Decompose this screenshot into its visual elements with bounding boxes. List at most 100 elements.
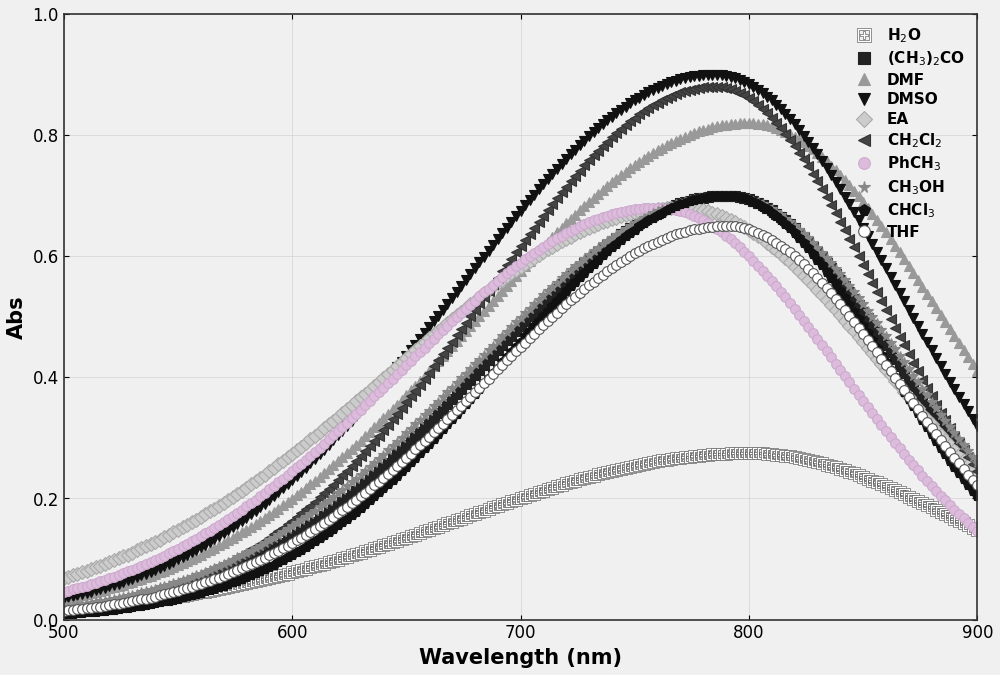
CH$_3$OH — [898, 358, 910, 367]
CH$_3$OH — [551, 279, 563, 287]
CH$_3$OH — [971, 459, 983, 467]
EA — [140, 542, 152, 550]
DMF — [140, 573, 152, 581]
DMSO — [551, 165, 563, 173]
CH$_2$Cl$_2$ — [551, 194, 563, 202]
DMSO — [706, 70, 718, 78]
Line: CH$_2$Cl$_2$: CH$_2$Cl$_2$ — [59, 82, 982, 615]
H$_2$O — [551, 482, 563, 490]
THF — [898, 386, 910, 394]
CH$_2$Cl$_2$ — [58, 605, 70, 614]
DMSO — [62, 593, 74, 601]
DMSO — [140, 570, 152, 578]
H$_2$O — [58, 605, 70, 614]
THF — [551, 308, 563, 317]
H$_2$O — [140, 597, 152, 605]
DMF — [441, 347, 453, 355]
(CH$_3$)$_2$CO — [720, 192, 732, 200]
CH$_3$OH — [62, 603, 74, 611]
PhCH$_3$ — [551, 234, 563, 242]
Line: DMSO: DMSO — [59, 70, 982, 603]
THF — [58, 607, 70, 615]
PhCH$_3$ — [898, 450, 910, 458]
EA — [62, 572, 74, 580]
PhCH$_3$ — [62, 587, 74, 595]
EA — [58, 574, 70, 583]
CH$_3$OH — [441, 388, 453, 396]
THF — [62, 606, 74, 614]
THF — [140, 595, 152, 603]
PhCH$_3$ — [140, 560, 152, 568]
CH$_3$OH — [140, 587, 152, 595]
H$_2$O — [441, 519, 453, 527]
Line: CH$_3$OH: CH$_3$OH — [59, 191, 982, 612]
CHCl$_3$ — [140, 601, 152, 609]
CH$_3$OH — [58, 603, 70, 612]
Line: THF: THF — [59, 221, 982, 616]
EA — [971, 470, 983, 479]
X-axis label: Wavelength (nm): Wavelength (nm) — [419, 648, 622, 668]
H$_2$O — [743, 449, 755, 457]
(CH$_3$)$_2$CO — [441, 400, 453, 408]
CH$_2$Cl$_2$ — [140, 591, 152, 599]
CH$_2$Cl$_2$ — [62, 605, 74, 614]
H$_2$O — [971, 526, 983, 534]
DMF — [58, 595, 70, 603]
THF — [441, 415, 453, 423]
DMSO — [391, 363, 403, 371]
CH$_3$OH — [720, 192, 732, 200]
DMF — [743, 119, 755, 127]
CHCl$_3$ — [58, 610, 70, 618]
(CH$_3$)$_2$CO — [971, 471, 983, 479]
THF — [720, 222, 732, 230]
DMSO — [971, 422, 983, 430]
DMSO — [441, 300, 453, 308]
Line: H$_2$O: H$_2$O — [58, 448, 983, 616]
Line: (CH$_3$)$_2$CO: (CH$_3$)$_2$CO — [59, 191, 982, 615]
DMF — [62, 594, 74, 602]
Line: EA: EA — [59, 203, 982, 583]
CH$_2$Cl$_2$ — [971, 466, 983, 475]
CH$_2$Cl$_2$ — [391, 410, 403, 418]
(CH$_3$)$_2$CO — [391, 450, 403, 458]
EA — [674, 204, 686, 212]
DMSO — [58, 594, 70, 602]
DMF — [898, 255, 910, 263]
PhCH$_3$ — [58, 588, 70, 596]
PhCH$_3$ — [441, 322, 453, 330]
H$_2$O — [62, 605, 74, 614]
THF — [391, 462, 403, 470]
CHCl$_3$ — [720, 192, 732, 200]
DMF — [391, 400, 403, 408]
EA — [898, 388, 910, 396]
THF — [971, 481, 983, 489]
CH$_2$Cl$_2$ — [441, 344, 453, 352]
CHCl$_3$ — [62, 610, 74, 618]
CHCl$_3$ — [971, 492, 983, 500]
H$_2$O — [898, 490, 910, 498]
CH$_3$OH — [391, 438, 403, 446]
PhCH$_3$ — [971, 526, 983, 535]
EA — [551, 240, 563, 248]
EA — [391, 362, 403, 370]
Line: CHCl$_3$: CHCl$_3$ — [59, 191, 982, 619]
CH$_2$Cl$_2$ — [706, 82, 718, 90]
DMSO — [898, 298, 910, 306]
(CH$_3$)$_2$CO — [140, 593, 152, 601]
(CH$_3$)$_2$CO — [58, 606, 70, 614]
PhCH$_3$ — [391, 370, 403, 378]
(CH$_3$)$_2$CO — [551, 285, 563, 293]
H$_2$O — [391, 537, 403, 545]
CHCl$_3$ — [391, 472, 403, 480]
EA — [441, 319, 453, 327]
DMF — [971, 367, 983, 375]
CHCl$_3$ — [898, 387, 910, 396]
Legend: H$_2$O, (CH$_3$)$_2$CO, DMF, DMSO, EA, CH$_2$Cl$_2$, PhCH$_3$, CH$_3$OH, CHCl$_3: H$_2$O, (CH$_3$)$_2$CO, DMF, DMSO, EA, C… — [844, 22, 970, 244]
PhCH$_3$ — [652, 204, 664, 212]
Line: DMF: DMF — [59, 118, 982, 604]
Y-axis label: Abs: Abs — [7, 295, 27, 339]
(CH$_3$)$_2$CO — [898, 369, 910, 377]
CH$_2$Cl$_2$ — [898, 342, 910, 350]
Line: PhCH$_3$: PhCH$_3$ — [59, 203, 982, 597]
DMF — [551, 228, 563, 236]
